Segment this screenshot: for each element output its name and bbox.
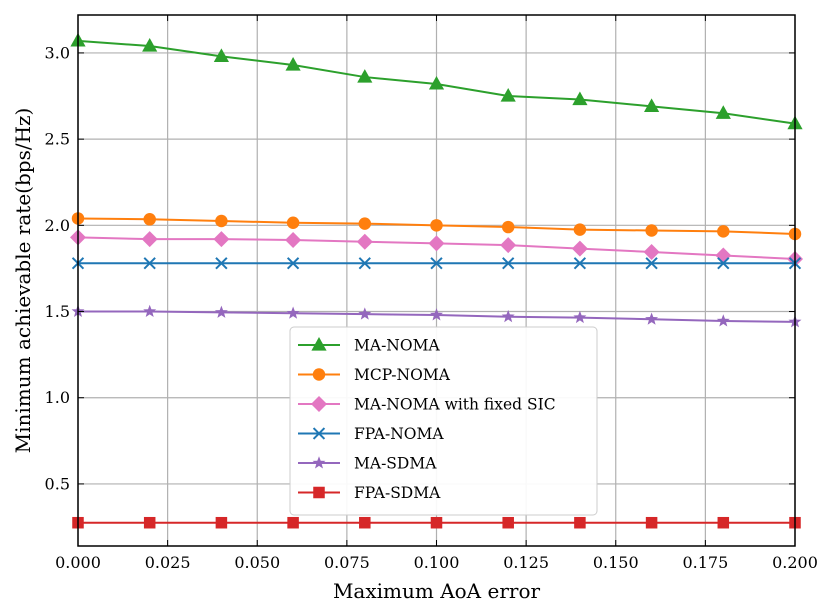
y-tick-label: 0.5	[45, 474, 70, 493]
legend-label: MCP-NOMA	[354, 366, 451, 384]
data-point	[142, 38, 158, 52]
data-point	[501, 309, 515, 323]
data-point	[645, 516, 658, 529]
data-point	[645, 312, 659, 325]
y-axis-label: Minimum achievable rate(bps/Hz)	[11, 108, 35, 454]
data-point	[285, 231, 302, 248]
data-point	[143, 304, 157, 318]
data-point	[571, 240, 588, 257]
data-point	[502, 516, 514, 529]
x-tick-label: 0.100	[414, 553, 460, 572]
data-point	[715, 105, 731, 119]
data-point	[358, 217, 372, 230]
data-point	[286, 257, 300, 270]
data-point	[215, 214, 228, 228]
data-point	[645, 224, 658, 237]
legend: MA-NOMA MCP-NOMA MA-NOMA with fixed SIC FPA…	[289, 326, 598, 516]
data-point	[214, 305, 228, 318]
data-point	[285, 56, 301, 71]
data-point	[573, 310, 587, 324]
x-tick-label: 0.175	[682, 553, 728, 572]
data-point	[717, 516, 730, 529]
data-point	[286, 306, 300, 319]
legend-label: FPA-NOMA	[354, 425, 444, 443]
legend-marker	[312, 427, 326, 440]
data-point	[287, 516, 299, 529]
y-tick-label: 2.5	[45, 130, 70, 149]
legend-item: MA-NOMA with fixed SIC	[298, 396, 556, 414]
data-point	[502, 257, 515, 270]
x-tick-label: 0.025	[145, 553, 191, 572]
data-point	[430, 219, 443, 232]
data-point	[430, 516, 443, 529]
series-layer	[70, 32, 803, 529]
x-tick-label: 0.075	[324, 553, 370, 572]
legend-marker	[312, 368, 326, 381]
data-point	[501, 220, 515, 234]
legend-item: MCP-NOMA	[298, 366, 451, 384]
x-tick-label: 0.000	[55, 553, 101, 572]
legend-box	[289, 326, 598, 516]
data-point	[143, 213, 156, 226]
data-point	[573, 257, 587, 270]
data-point	[716, 314, 730, 327]
legend-item: FPA-SDMA	[298, 484, 441, 502]
data-point	[572, 91, 588, 106]
y-tick-label: 3.0	[45, 43, 70, 62]
data-point	[215, 257, 228, 270]
legend-label: FPA-SDMA	[354, 484, 441, 502]
y-tick-label: 1.5	[45, 302, 70, 321]
data-point	[500, 237, 517, 254]
data-point	[573, 223, 587, 236]
legend-marker	[313, 486, 325, 499]
x-tick-label: 0.150	[593, 553, 639, 572]
x-tick-label: 0.125	[503, 553, 549, 572]
data-point	[643, 244, 660, 261]
data-point	[143, 516, 156, 529]
data-point	[358, 307, 372, 320]
legend-label: MA-NOMA	[354, 337, 440, 355]
y-tick-label: 2.0	[45, 216, 70, 235]
series-fpa-sdma	[72, 516, 801, 529]
x-tick-label: 0.050	[234, 553, 280, 572]
legend-item: MA-SDMA	[298, 455, 437, 473]
data-point	[644, 98, 660, 112]
data-point	[717, 225, 730, 238]
data-point	[715, 247, 732, 264]
legend-label: MA-NOMA with fixed SIC	[354, 396, 556, 414]
x-tick-label: 0.200	[772, 553, 818, 572]
legend-label: MA-SDMA	[354, 455, 437, 473]
data-point	[359, 516, 371, 529]
data-point	[717, 257, 730, 270]
data-point	[645, 257, 658, 270]
data-point	[428, 235, 445, 252]
axis-ticks: 0.000 0.025 0.050 0.075 0.100 0.125 0.150 0.175…	[45, 15, 818, 572]
data-point	[286, 216, 300, 229]
data-point	[215, 516, 228, 529]
series-ma-noma-with-fixed-sic	[70, 229, 803, 267]
data-point	[430, 308, 443, 321]
data-point	[141, 231, 158, 248]
legend-marker	[312, 456, 326, 469]
legend-item: FPA-NOMA	[298, 425, 444, 443]
y-tick-label: 1.0	[45, 388, 70, 407]
data-point	[213, 48, 229, 62]
legend-marker	[311, 337, 327, 351]
data-point	[428, 75, 445, 90]
data-point	[357, 69, 373, 83]
legend-item: MA-NOMA	[298, 337, 440, 355]
data-point	[574, 516, 586, 529]
legend-marker	[311, 396, 327, 412]
data-point	[213, 231, 230, 248]
data-point	[430, 257, 443, 270]
data-point	[143, 257, 156, 270]
data-point	[500, 88, 516, 102]
x-axis-label: Maximum AoA error	[333, 579, 541, 603]
data-point	[358, 257, 371, 270]
data-point	[356, 233, 373, 250]
